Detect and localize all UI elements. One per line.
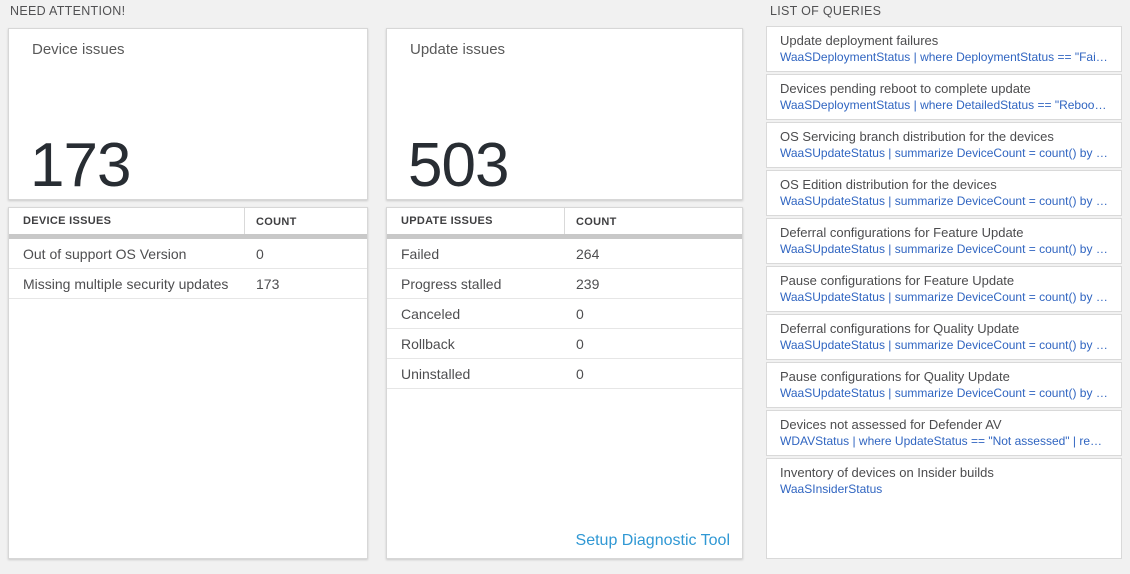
query-title: Devices not assessed for Defender AV: [780, 418, 1002, 432]
query-title: Pause configurations for Feature Update: [780, 274, 1015, 288]
query-text[interactable]: WaaSDeploymentStatus | where DeploymentS…: [780, 50, 1108, 64]
row-label: Progress stalled: [401, 275, 502, 292]
update-table-col2-label: COUNT: [576, 216, 617, 228]
update-table-header-bar: [387, 234, 742, 239]
device-issues-title: Device issues: [32, 41, 125, 58]
update-table-col1-label: UPDATE ISSUES: [401, 215, 493, 227]
table-row[interactable]: Progress stalled 239: [387, 269, 742, 299]
query-text[interactable]: WaaSUpdateStatus | summarize DeviceCount…: [780, 386, 1108, 400]
device-table-header-bar: [9, 234, 367, 239]
query-item[interactable]: Deferral configurations for Feature Upda…: [766, 218, 1122, 264]
update-issues-title: Update issues: [410, 41, 506, 58]
update-issues-tile[interactable]: Update issues 503: [386, 28, 743, 200]
row-count: 173: [256, 275, 280, 292]
update-table-header: UPDATE ISSUES COUNT: [387, 208, 742, 234]
row-label: Failed: [401, 245, 440, 262]
query-title: OS Servicing branch distribution for the…: [780, 130, 1054, 144]
query-text[interactable]: WaaSDeploymentStatus | where DetailedSta…: [780, 98, 1108, 112]
update-issues-count: 503: [408, 131, 509, 200]
query-title: Pause configurations for Quality Update: [780, 370, 1010, 384]
device-table-col1-label: DEVICE ISSUES: [23, 215, 112, 227]
need-attention-header: NEED ATTENTION!: [10, 4, 126, 18]
table-row[interactable]: Uninstalled 0: [387, 359, 742, 389]
query-item[interactable]: Pause configurations for Quality Update …: [766, 362, 1122, 408]
query-item[interactable]: Pause configurations for Feature Update …: [766, 266, 1122, 312]
query-item[interactable]: Devices pending reboot to complete updat…: [766, 74, 1122, 120]
query-text[interactable]: WaaSUpdateStatus | summarize DeviceCount…: [780, 242, 1108, 256]
device-table-col1-header: DEVICE ISSUES: [9, 208, 245, 234]
row-count: 0: [576, 305, 584, 322]
query-item[interactable]: Inventory of devices on Insider builds W…: [766, 458, 1122, 559]
row-count: 239: [576, 275, 600, 292]
table-row[interactable]: Rollback 0: [387, 329, 742, 359]
row-label: Out of support OS Version: [23, 245, 187, 262]
table-row[interactable]: Failed 264: [387, 239, 742, 269]
query-title: Devices pending reboot to complete updat…: [780, 82, 1031, 96]
query-title: Inventory of devices on Insider builds: [780, 466, 994, 480]
query-item[interactable]: Update deployment failures WaaSDeploymen…: [766, 26, 1122, 72]
query-text[interactable]: WaaSUpdateStatus | summarize DeviceCount…: [780, 290, 1108, 304]
row-count: 264: [576, 245, 600, 262]
table-row[interactable]: Missing multiple security updates 173: [9, 269, 367, 299]
query-title: Deferral configurations for Quality Upda…: [780, 322, 1020, 336]
query-item[interactable]: Devices not assessed for Defender AV WDA…: [766, 410, 1122, 456]
query-text[interactable]: WaaSUpdateStatus | summarize DeviceCount…: [780, 146, 1108, 160]
table-row[interactable]: Out of support OS Version 0: [9, 239, 367, 269]
query-title: Update deployment failures: [780, 34, 939, 48]
row-label: Missing multiple security updates: [23, 275, 229, 292]
device-table-col2-header: COUNT: [245, 212, 367, 230]
device-table-header: DEVICE ISSUES COUNT: [9, 208, 367, 234]
query-text[interactable]: WaaSUpdateStatus | summarize DeviceCount…: [780, 194, 1108, 208]
update-issues-table: UPDATE ISSUES COUNT Failed 264 Progress …: [386, 207, 743, 559]
query-text[interactable]: WDAVStatus | where UpdateStatus == "Not …: [780, 434, 1108, 448]
setup-diagnostic-tool-link[interactable]: Setup Diagnostic Tool: [575, 532, 730, 549]
query-item[interactable]: OS Edition distribution for the devices …: [766, 170, 1122, 216]
query-title: Deferral configurations for Feature Upda…: [780, 226, 1024, 240]
row-label: Canceled: [401, 305, 461, 322]
device-issues-count: 173: [30, 131, 131, 200]
query-item[interactable]: Deferral configurations for Quality Upda…: [766, 314, 1122, 360]
query-title: OS Edition distribution for the devices: [780, 178, 997, 192]
row-count: 0: [576, 365, 584, 382]
update-table-col2-header: COUNT: [565, 212, 742, 230]
list-of-queries-header: LIST OF QUERIES: [770, 4, 882, 18]
query-item[interactable]: OS Servicing branch distribution for the…: [766, 122, 1122, 168]
update-table-col1-header: UPDATE ISSUES: [387, 208, 565, 234]
device-issues-tile[interactable]: Device issues 173: [8, 28, 368, 200]
query-text[interactable]: WaaSUpdateStatus | summarize DeviceCount…: [780, 338, 1108, 352]
queries-panel: Update deployment failures WaaSDeploymen…: [766, 26, 1122, 559]
device-issues-table: DEVICE ISSUES COUNT Out of support OS Ve…: [8, 207, 368, 559]
row-label: Uninstalled: [401, 365, 471, 382]
device-table-col2-label: COUNT: [256, 216, 297, 228]
table-row[interactable]: Canceled 0: [387, 299, 742, 329]
query-text[interactable]: WaaSInsiderStatus: [780, 482, 883, 496]
row-count: 0: [576, 335, 584, 352]
row-count: 0: [256, 245, 264, 262]
row-label: Rollback: [401, 335, 455, 352]
